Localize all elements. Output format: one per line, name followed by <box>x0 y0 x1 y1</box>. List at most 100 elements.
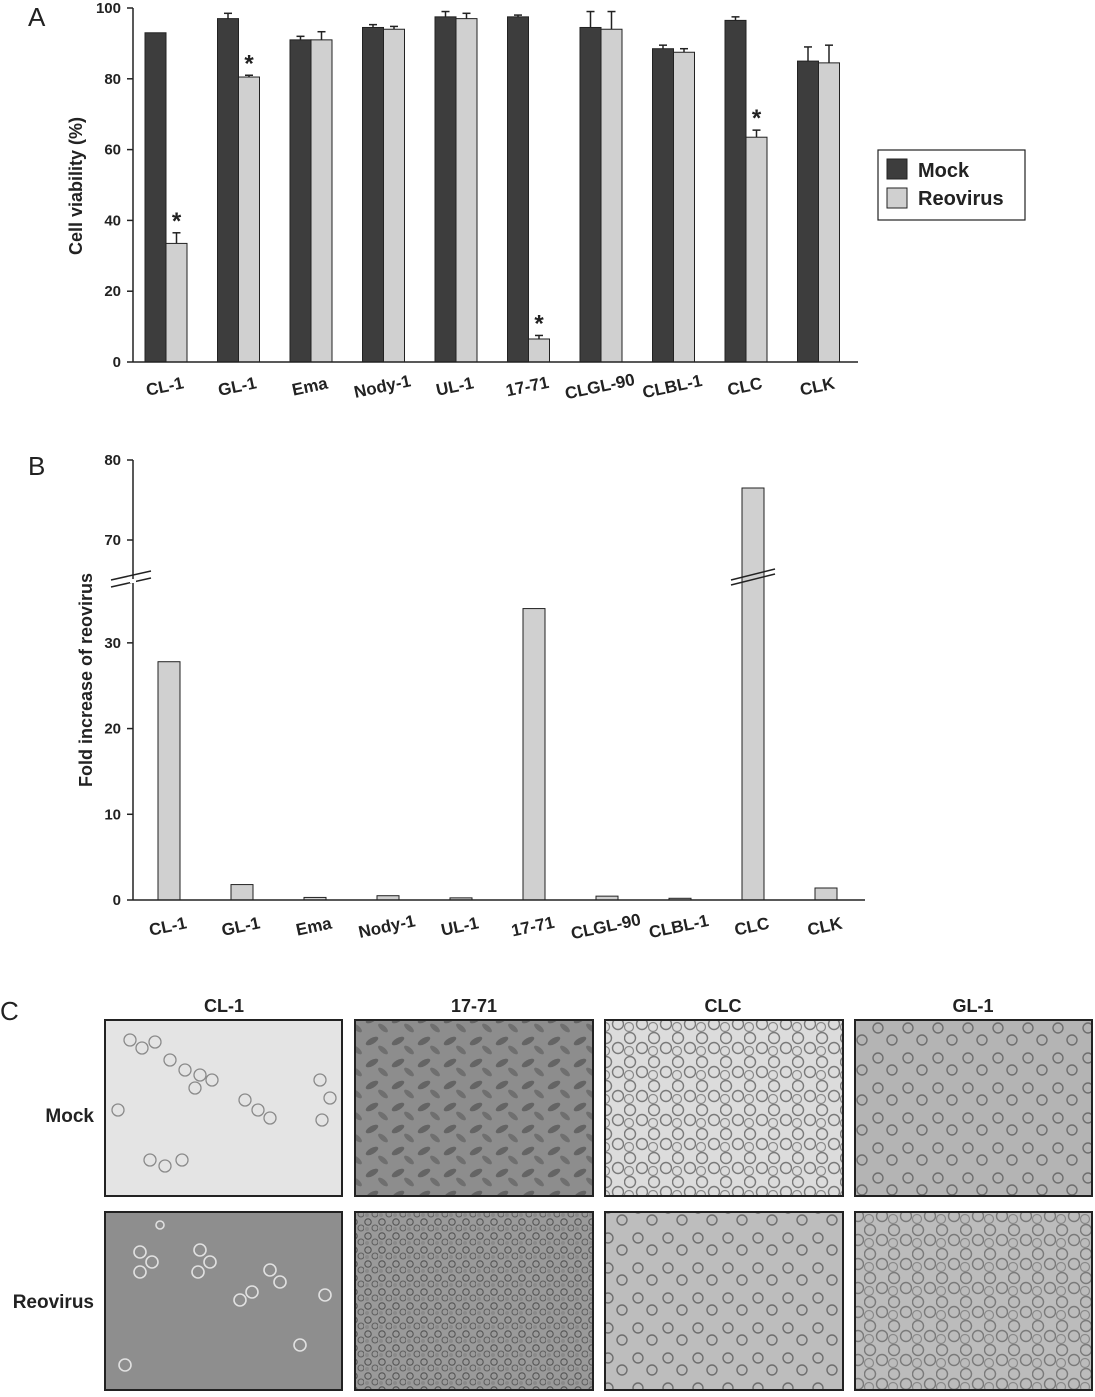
micrograph-clc-mock <box>604 1019 844 1197</box>
bar-reovirus-ul-1 <box>455 18 478 363</box>
panel-c-letter: C <box>0 996 19 1026</box>
y-tick-label: 0 <box>113 892 121 909</box>
panel-a-y-axis-label: Cell viability (%) <box>66 117 86 255</box>
x-category-label: 17-71 <box>510 913 556 941</box>
bar-reovirus-gl-1 <box>230 884 254 901</box>
bar-mock-ema <box>289 39 312 363</box>
panel-c: C CL-1 17-71 CLC GL-1 Mock Reovirus <box>0 996 1093 1391</box>
bar-reovirus-clk <box>814 887 838 901</box>
y-tick-label: 60 <box>104 142 121 159</box>
micrograph-1771-mock <box>354 1019 594 1197</box>
legend-reovirus-swatch <box>886 187 908 209</box>
x-category-label: Ema <box>290 373 330 399</box>
x-category-label: CLBL-1 <box>647 911 710 942</box>
bar-mock-17-71 <box>507 16 529 363</box>
x-category-label: UL-1 <box>439 913 480 939</box>
panel-a-bars: * * * * <box>144 10 840 363</box>
x-category-label: UL-1 <box>434 373 475 399</box>
panel-a-letter: A <box>28 2 46 32</box>
bar-mock-gl-1 <box>217 18 239 363</box>
y-tick-label: 10 <box>104 806 121 823</box>
panel-b-axes <box>110 460 865 901</box>
y-tick-label: 80 <box>104 71 121 88</box>
bar-reovirus-clc <box>745 136 768 363</box>
y-tick-label: 70 <box>104 532 121 549</box>
micrograph-cl1-reovirus <box>104 1211 343 1391</box>
panel-a-y-ticks: 0 20 40 60 80 100 <box>96 0 133 371</box>
bar-mock-clc <box>724 19 747 363</box>
y-tick-label: 100 <box>96 0 121 17</box>
bar-break-mark <box>730 568 776 581</box>
panel-b-category-labels: CL-1 GL-1 Ema Nody-1 UL-1 17-71 CLGL-90 CLBL-1 C… <box>147 910 844 943</box>
significance-star: * <box>172 208 182 235</box>
panel-b-y-axis-label: Fold increase of reovirus <box>76 573 96 787</box>
panel-b: B Fold increase of reovirus 01020307080 … <box>28 451 865 943</box>
legend-mock-swatch <box>886 158 908 180</box>
bar-reovirus-gl-1 <box>238 76 260 363</box>
panel-c-column-label: 17-71 <box>451 996 497 1016</box>
panel-c-row-label: Mock <box>45 1106 94 1127</box>
y-tick-label: 20 <box>104 283 121 300</box>
significance-star: * <box>534 310 544 337</box>
bar-mock-clk <box>797 60 819 363</box>
panel-b-letter: B <box>28 451 45 481</box>
axis-break-mark <box>110 570 152 581</box>
y-tick-label: 40 <box>104 212 121 229</box>
panel-c-column-label: CLC <box>705 996 742 1016</box>
bar-break-mark <box>730 573 776 586</box>
x-category-label: Ema <box>294 913 334 939</box>
micrograph-gl1-mock <box>854 1019 1093 1197</box>
panel-a-category-labels: CL-1 GL-1 Ema Nody-1 UL-1 17-71 CLGL-90 CLBL-1 C… <box>144 370 837 403</box>
panel-c-column-label: CL-1 <box>204 996 244 1016</box>
x-category-label: Nody-1 <box>357 911 417 942</box>
bar-reovirus-cl-1 <box>157 661 181 901</box>
legend-reovirus-label: Reovirus <box>918 188 1004 210</box>
legend-mock-label: Mock <box>918 160 970 182</box>
bar-mock-ul-1 <box>434 16 457 363</box>
axis-break-gap <box>130 579 136 583</box>
bar-reovirus-clk <box>818 62 840 363</box>
y-tick-label: 30 <box>104 635 121 652</box>
bar-reovirus-clgl-90 <box>600 28 623 363</box>
x-category-label: CLGL-90 <box>569 910 642 943</box>
bar-reovirus-clbl-1 <box>673 51 695 363</box>
bar-reovirus-17-71 <box>522 608 546 901</box>
x-category-label: GL-1 <box>220 913 262 940</box>
micrograph-gl1-reovirus <box>854 1211 1093 1391</box>
panel-b-bars <box>157 487 838 901</box>
micrograph-cl1-mock <box>104 1019 343 1197</box>
y-tick-label: 80 <box>104 452 121 469</box>
bar-reovirus-cl-1 <box>165 242 188 363</box>
x-category-label: CLK <box>798 374 837 400</box>
panel-c-row-label: Reovirus <box>13 1292 94 1313</box>
bar-reovirus-ema <box>310 39 333 363</box>
x-category-label: CLK <box>806 914 845 940</box>
bar-reovirus-nody-1 <box>383 28 405 363</box>
micrograph-clc-reovirus <box>604 1211 844 1391</box>
y-tick-label: 0 <box>113 354 121 371</box>
panel-a: A Cell viability (%) 0 20 40 60 80 100 * * * * C… <box>28 0 1026 403</box>
y-tick-label: 20 <box>104 721 121 738</box>
significance-star: * <box>752 105 762 132</box>
x-category-label: CLGL-90 <box>563 370 636 403</box>
micrograph-1771-reovirus <box>354 1211 594 1391</box>
bar-mock-cl-1 <box>144 32 167 363</box>
bar-reovirus-clc <box>741 487 765 901</box>
bar-mock-clgl-90 <box>579 26 602 363</box>
panel-b-y-ticks: 0 10 20 30 70 80 <box>104 452 133 909</box>
bar-mock-clbl-1 <box>652 48 674 363</box>
x-category-label: 17-71 <box>504 373 550 401</box>
x-category-label: CLC <box>733 914 771 940</box>
legend: Mock Reovirus <box>877 149 1026 221</box>
panel-c-column-label: GL-1 <box>952 996 993 1016</box>
x-category-label: CL-1 <box>144 373 185 399</box>
x-category-label: Nody-1 <box>352 371 412 402</box>
significance-star: * <box>244 50 254 77</box>
x-category-label: CL-1 <box>147 913 188 939</box>
bar-reovirus-17-71 <box>528 338 550 363</box>
bar-mock-nody-1 <box>362 26 384 363</box>
x-category-label: CLC <box>726 374 764 400</box>
x-category-label: GL-1 <box>216 373 258 400</box>
x-category-label: CLBL-1 <box>641 371 704 402</box>
